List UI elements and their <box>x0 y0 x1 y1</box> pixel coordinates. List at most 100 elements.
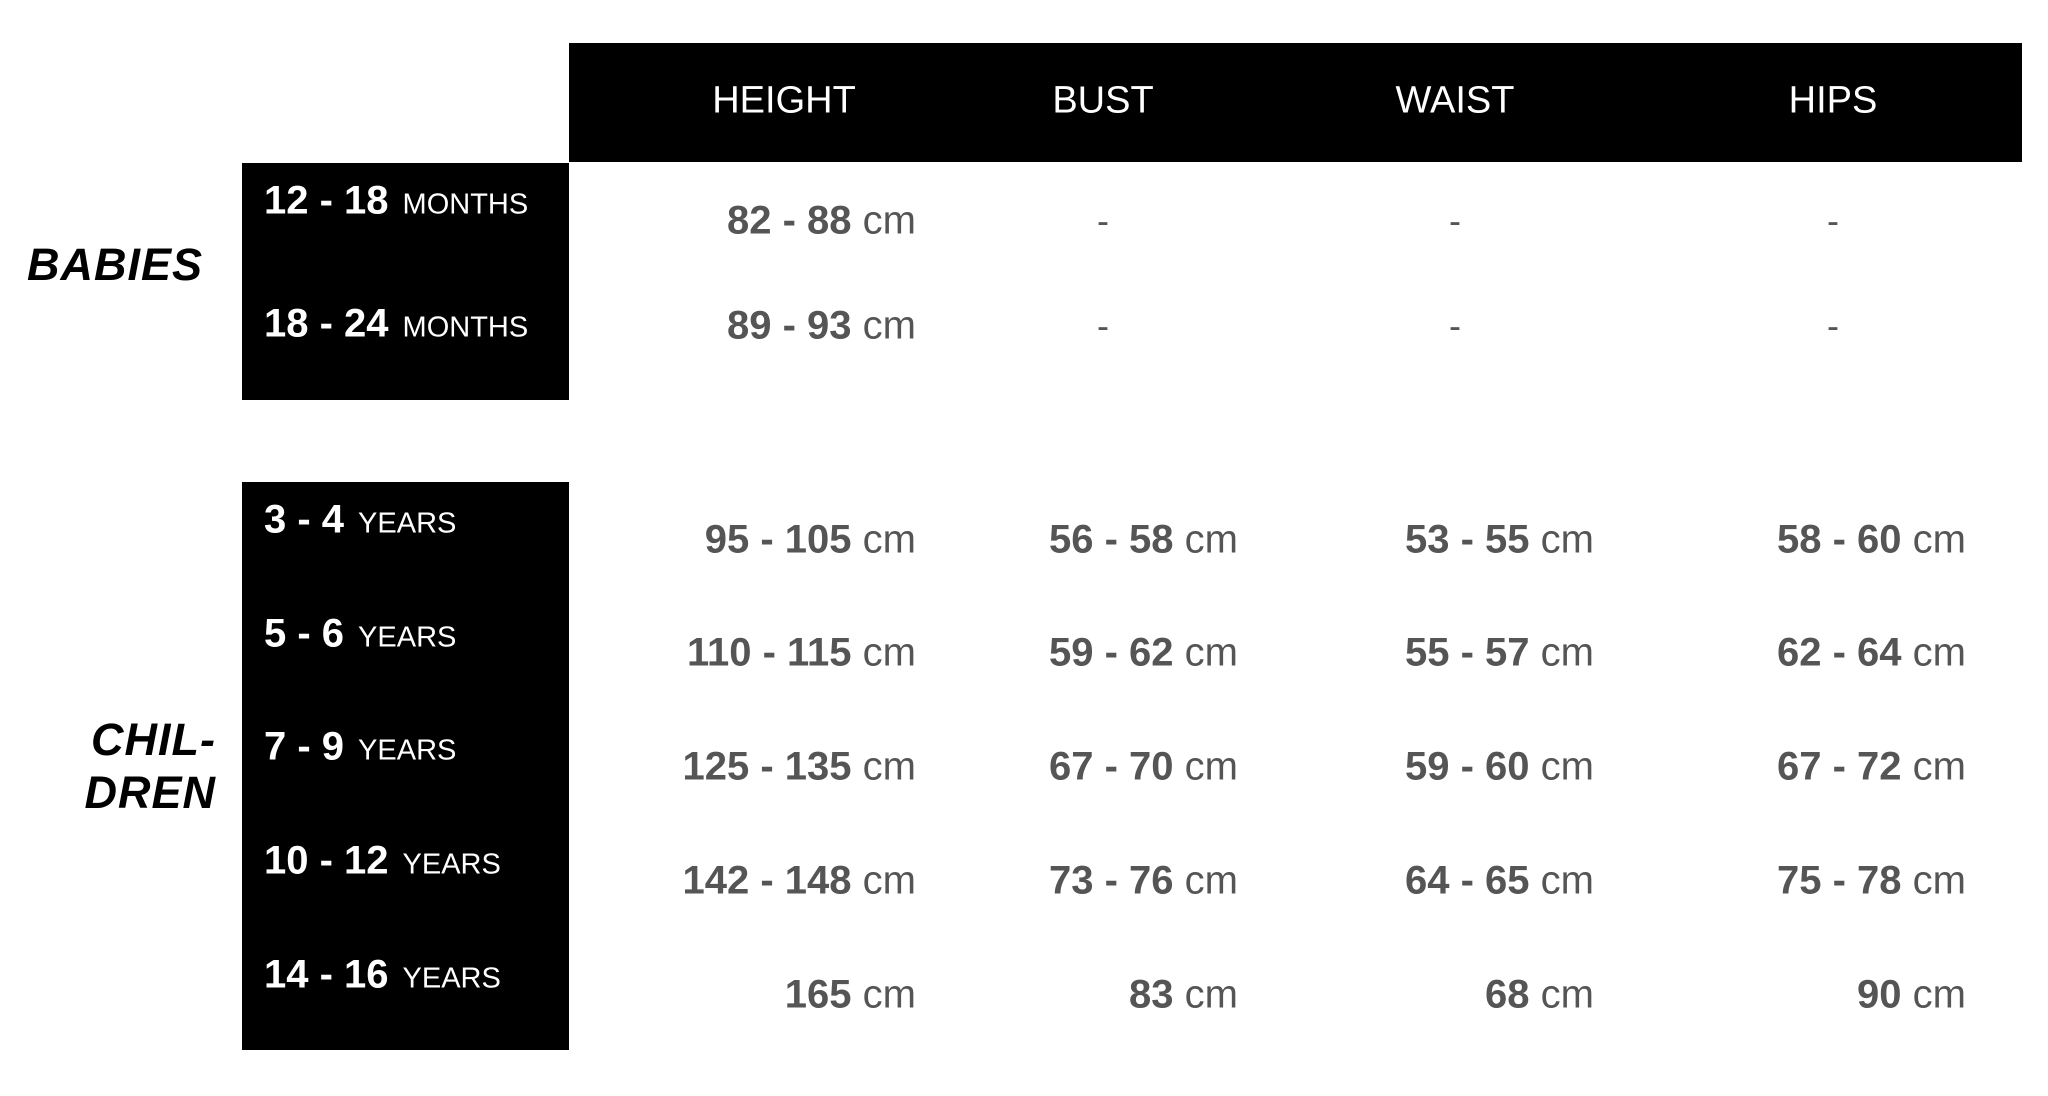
age-label: 14 - 16 YEARS <box>264 953 501 998</box>
age-label: 5 - 6 YEARS <box>264 612 456 657</box>
value-number: 142 - 148 <box>682 858 852 903</box>
value-number: 82 - 88 <box>727 198 852 243</box>
value-number: 90 <box>1857 972 1902 1017</box>
value-number: 55 - 57 <box>1405 630 1530 675</box>
age-unit: YEARS <box>358 621 457 654</box>
value-number: 68 <box>1485 972 1530 1017</box>
value-unit: cm <box>1184 972 1238 1017</box>
value-number: 64 - 65 <box>1405 858 1530 903</box>
value-unit: cm <box>862 630 916 675</box>
table-cell: 56 - 58 cm <box>1049 518 1238 563</box>
table-cell: - <box>1097 305 1109 346</box>
table-cell: 73 - 76 cm <box>1049 859 1238 904</box>
value-unit: cm <box>1540 972 1594 1017</box>
age-range: 18 - 24 <box>264 301 389 346</box>
column-header-hips: HIPS <box>1788 79 1878 122</box>
age-label: 10 - 12 YEARS <box>264 839 501 884</box>
age-range: 7 - 9 <box>264 724 345 769</box>
table-cell: 75 - 78 cm <box>1777 859 1966 904</box>
value-unit: cm <box>1912 744 1966 789</box>
age-range: 10 - 12 <box>264 838 389 883</box>
value-unit: cm <box>1540 858 1594 903</box>
table-cell: 165 cm <box>785 973 916 1018</box>
value-number: 67 - 70 <box>1049 744 1174 789</box>
table-cell: 68 cm <box>1485 973 1594 1018</box>
table-cell: 82 - 88 cm <box>727 199 916 244</box>
value-unit: cm <box>862 858 916 903</box>
table-cell: - <box>1097 200 1109 241</box>
age-unit: YEARS <box>358 507 457 540</box>
table-cell: 83 cm <box>1129 973 1238 1018</box>
age-unit: YEARS <box>402 848 501 881</box>
value-unit: cm <box>862 198 916 243</box>
group-label-babies: BABIES <box>27 239 204 290</box>
table-cell: 59 - 62 cm <box>1049 631 1238 676</box>
age-label: 12 - 18 MONTHS <box>264 179 528 224</box>
value-unit: cm <box>1912 858 1966 903</box>
age-range: 5 - 6 <box>264 611 345 656</box>
value-unit: cm <box>1912 972 1966 1017</box>
value-number: 165 <box>784 972 852 1017</box>
table-cell: 95 - 105 cm <box>705 518 916 563</box>
table-cell: 62 - 64 cm <box>1777 631 1966 676</box>
table-cell: 59 - 60 cm <box>1405 745 1594 790</box>
age-unit: MONTHS <box>402 188 529 221</box>
group-label-children-line2: DREN <box>84 767 216 818</box>
table-cell: 125 - 135 cm <box>683 745 916 790</box>
age-label: 18 - 24 MONTHS <box>264 302 528 347</box>
value-number: 110 - 115 <box>686 630 852 675</box>
table-cell: 64 - 65 cm <box>1405 859 1594 904</box>
group-label-children-line1: CHIL- <box>91 714 216 765</box>
value-unit: cm <box>862 744 916 789</box>
value-number: 59 - 62 <box>1049 630 1174 675</box>
value-unit: cm <box>862 303 916 348</box>
value-number: 83 <box>1129 972 1174 1017</box>
value-number: 73 - 76 <box>1049 858 1174 903</box>
value-number: 95 - 105 <box>704 517 852 562</box>
table-cell: - <box>1449 305 1461 346</box>
value-unit: cm <box>862 517 916 562</box>
value-number: 58 - 60 <box>1777 517 1902 562</box>
value-unit: cm <box>1184 517 1238 562</box>
value-number: 125 - 135 <box>682 744 852 789</box>
value-unit: cm <box>862 972 916 1017</box>
table-cell: 67 - 70 cm <box>1049 745 1238 790</box>
table-cell: - <box>1827 200 1839 241</box>
value-unit: cm <box>1912 517 1966 562</box>
age-unit: YEARS <box>358 734 457 767</box>
table-cell: - <box>1449 200 1461 241</box>
table-cell: 55 - 57 cm <box>1405 631 1594 676</box>
value-unit: cm <box>1540 630 1594 675</box>
value-number: 56 - 58 <box>1049 517 1174 562</box>
value-unit: cm <box>1912 630 1966 675</box>
table-cell: 67 - 72 cm <box>1777 745 1966 790</box>
value-unit: cm <box>1540 517 1594 562</box>
value-number: 75 - 78 <box>1777 858 1902 903</box>
value-unit: cm <box>1184 744 1238 789</box>
table-header <box>569 43 2022 162</box>
table-cell: 142 - 148 cm <box>683 859 916 904</box>
value-unit: cm <box>1184 630 1238 675</box>
column-header-waist: WAIST <box>1395 79 1515 122</box>
table-cell: 89 - 93 cm <box>727 304 916 349</box>
age-unit: MONTHS <box>402 311 529 344</box>
table-cell: 58 - 60 cm <box>1777 518 1966 563</box>
children-age-column <box>242 482 569 1050</box>
column-header-height: HEIGHT <box>712 79 856 122</box>
value-unit: cm <box>1540 744 1594 789</box>
age-range: 12 - 18 <box>264 178 389 223</box>
age-label: 7 - 9 YEARS <box>264 725 456 770</box>
value-number: 53 - 55 <box>1405 517 1530 562</box>
age-range: 14 - 16 <box>264 952 389 997</box>
value-number: 62 - 64 <box>1777 630 1902 675</box>
age-label: 3 - 4 YEARS <box>264 498 456 543</box>
table-cell: 53 - 55 cm <box>1405 518 1594 563</box>
table-cell: 110 - 115 cm <box>687 631 916 676</box>
value-unit: cm <box>1184 858 1238 903</box>
babies-age-column <box>242 163 569 400</box>
age-unit: YEARS <box>402 962 501 995</box>
value-number: 59 - 60 <box>1405 744 1530 789</box>
table-cell: 90 cm <box>1857 973 1966 1018</box>
value-number: 67 - 72 <box>1777 744 1902 789</box>
value-number: 89 - 93 <box>727 303 852 348</box>
